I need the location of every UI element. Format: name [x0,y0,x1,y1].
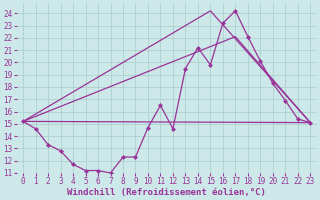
X-axis label: Windchill (Refroidissement éolien,°C): Windchill (Refroidissement éolien,°C) [67,188,266,197]
